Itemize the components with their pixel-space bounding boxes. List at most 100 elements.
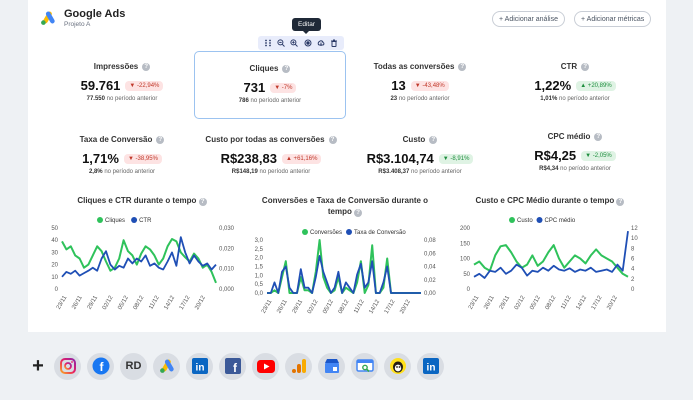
metric-card-cost[interactable]: Custo? R$3.104,74 ▼ -8,91% R$3.408,37 no … xyxy=(350,135,490,185)
help-icon[interactable]: ? xyxy=(282,64,291,73)
clicks-ctr-chart: Cliques CTR 50 40 30 20 10 0 0,030 0,020 0,010 0,00… xyxy=(51,217,235,311)
help-icon[interactable]: ? xyxy=(616,198,625,206)
legend-swatch xyxy=(346,229,352,235)
y-tick-label: 150 xyxy=(460,241,471,247)
x-tick-label: 23/11 xyxy=(56,294,69,310)
google-analytics-icon[interactable] xyxy=(285,352,312,380)
app-header: Google Ads Projeto A xyxy=(40,8,125,28)
y2-tick-label: 0,020 xyxy=(219,246,235,252)
metric-card-clicks[interactable]: Cliques? 731 ▼ -7% 786 no período anterio… xyxy=(194,51,346,119)
x-tick-label: 02/12 xyxy=(102,294,115,311)
youtube-icon[interactable] xyxy=(252,352,279,380)
x-tick-label: 08/12 xyxy=(545,294,558,311)
upload-icon[interactable] xyxy=(316,38,326,48)
x-tick-label: 02/12 xyxy=(307,298,320,315)
help-icon[interactable]: ? xyxy=(429,135,438,144)
x-tick-label: 20/12 xyxy=(606,294,619,311)
metric-label: Todas as conversões xyxy=(373,62,455,71)
legend-label: Conversões xyxy=(310,230,342,236)
y-tick-label: 0,5 xyxy=(255,282,264,288)
metric-card-ctr[interactable]: CTR? 1,22% ▲ +20,89% 1,01% no período ant… xyxy=(505,62,645,112)
y-tick-label: 1,0 xyxy=(255,273,264,279)
y-tick-label: 200 xyxy=(460,226,471,232)
rd-station-icon[interactable]: RD xyxy=(120,352,147,380)
project-name: Projeto A xyxy=(64,21,91,28)
conversions-rate-chart: Conversões Taxa de Conversão 3,0 2,5 2,0 1,5 1… xyxy=(255,229,436,315)
add-metrics-button[interactable]: + Adicionar métricas xyxy=(574,11,652,27)
chart-title: Conversões e Taxa de Conversão durante o… xyxy=(261,196,429,217)
mailchimp-icon[interactable] xyxy=(384,352,411,380)
y2-tick-label: 0,08 xyxy=(424,238,436,244)
metric-card-conversion-rate[interactable]: Taxa de Conversão? 1,71% ▼ -38,95% 2,8% n… xyxy=(45,135,199,185)
metric-label: CPC médio xyxy=(547,132,591,141)
help-icon[interactable]: ? xyxy=(458,62,467,71)
help-icon[interactable]: ? xyxy=(581,62,590,71)
y-tick-label: 10 xyxy=(51,275,58,281)
x-tick-label: 17/12 xyxy=(179,294,192,311)
x-tick-label: 14/12 xyxy=(163,294,176,311)
google-ads-logo-icon xyxy=(41,11,55,25)
y-tick-label: 0 xyxy=(55,287,59,293)
x-tick-label: 20/12 xyxy=(194,294,207,311)
x-tick-label: 11/12 xyxy=(560,294,573,310)
metric-value: 1,22% xyxy=(534,78,572,93)
x-tick-label: 26/11 xyxy=(483,294,496,310)
legend-label: Cliques xyxy=(105,218,125,224)
facebook-pages-icon[interactable]: f xyxy=(219,352,246,380)
x-tick-label: 29/11 xyxy=(499,294,512,310)
y-tick-label: 50 xyxy=(463,272,470,278)
help-icon[interactable]: ? xyxy=(328,135,337,144)
metric-value: 731 xyxy=(243,80,266,95)
add-analysis-button[interactable]: + Adicionar análise xyxy=(492,11,565,27)
metric-label: CTR xyxy=(560,62,578,71)
help-icon[interactable]: ? xyxy=(142,62,151,71)
y-tick-label: 2,5 xyxy=(255,247,264,253)
trash-icon[interactable] xyxy=(329,38,339,48)
x-tick-label: 26/11 xyxy=(71,294,84,310)
previous-period: R$148,19 no período anterior xyxy=(231,169,311,175)
x-tick-label: 02/12 xyxy=(514,294,527,311)
x-tick-label: 05/12 xyxy=(117,294,130,311)
help-icon[interactable]: ? xyxy=(198,198,207,206)
add-integration-icon[interactable]: + xyxy=(32,354,44,377)
change-badge: ▼ -22,94% xyxy=(125,80,164,91)
previous-period: 77.550 no período anterior xyxy=(86,96,158,102)
x-tick-label: 29/11 xyxy=(87,294,100,310)
google-ads-icon[interactable] xyxy=(153,352,180,380)
facebook-icon[interactable]: f xyxy=(87,352,114,380)
metric-card-all-conversions[interactable]: Todas as conversões? 13 ▼ -43,48% 23 no p… xyxy=(350,62,490,112)
zoom-in-icon[interactable] xyxy=(289,38,299,48)
y-tick-label: 50 xyxy=(51,226,58,232)
target-icon[interactable] xyxy=(303,38,313,48)
drag-handle-icon[interactable] xyxy=(263,38,273,48)
edit-tooltip: Editar xyxy=(292,18,321,34)
linkedin-pages-icon[interactable]: in xyxy=(417,352,444,380)
x-tick-label: 17/12 xyxy=(384,298,397,315)
metric-card-avg-cpc[interactable]: CPC médio? R$4,25 ▼ -2,05% R$4,34 no perí… xyxy=(505,132,645,182)
legend-swatch xyxy=(97,217,103,223)
cost-cpc-chart: Custo CPC médio20015010050012108642023/11… xyxy=(460,217,638,311)
series-line-secondary xyxy=(267,254,421,294)
metric-card-cost-per-conversion[interactable]: Custo por todas as conversões? R$238,83 ▲… xyxy=(196,135,346,185)
x-tick-label: 23/11 xyxy=(468,294,481,310)
metric-label: Custo por todas as conversões xyxy=(205,135,325,144)
app-title: Google Ads xyxy=(64,8,126,20)
help-icon[interactable]: ? xyxy=(594,132,603,141)
help-icon[interactable]: ? xyxy=(156,135,165,144)
previous-period: R$3.408,37 no período anterior xyxy=(378,169,462,175)
x-tick-label: 23/11 xyxy=(261,298,274,314)
linkedin-icon[interactable]: in xyxy=(186,352,213,380)
zoom-out-icon[interactable] xyxy=(276,38,286,48)
dashboard-card xyxy=(28,0,666,332)
help-icon[interactable]: ? xyxy=(354,209,363,217)
change-badge: ▼ -8,91% xyxy=(438,153,474,164)
search-console-icon[interactable] xyxy=(351,352,378,380)
metric-value: 59.761 xyxy=(80,78,121,93)
x-tick-label: 05/12 xyxy=(529,294,542,311)
metric-card-impressions[interactable]: Impressões? 59.761 ▼ -22,94% 77.550 no pe… xyxy=(52,62,192,112)
y2-tick-label: 0,000 xyxy=(219,287,235,293)
metric-value: R$3.104,74 xyxy=(366,151,434,166)
chart-title: Cliques e CTR durante o tempo ? xyxy=(52,195,232,206)
google-my-business-icon[interactable] xyxy=(318,352,345,380)
instagram-icon[interactable] xyxy=(54,352,81,380)
